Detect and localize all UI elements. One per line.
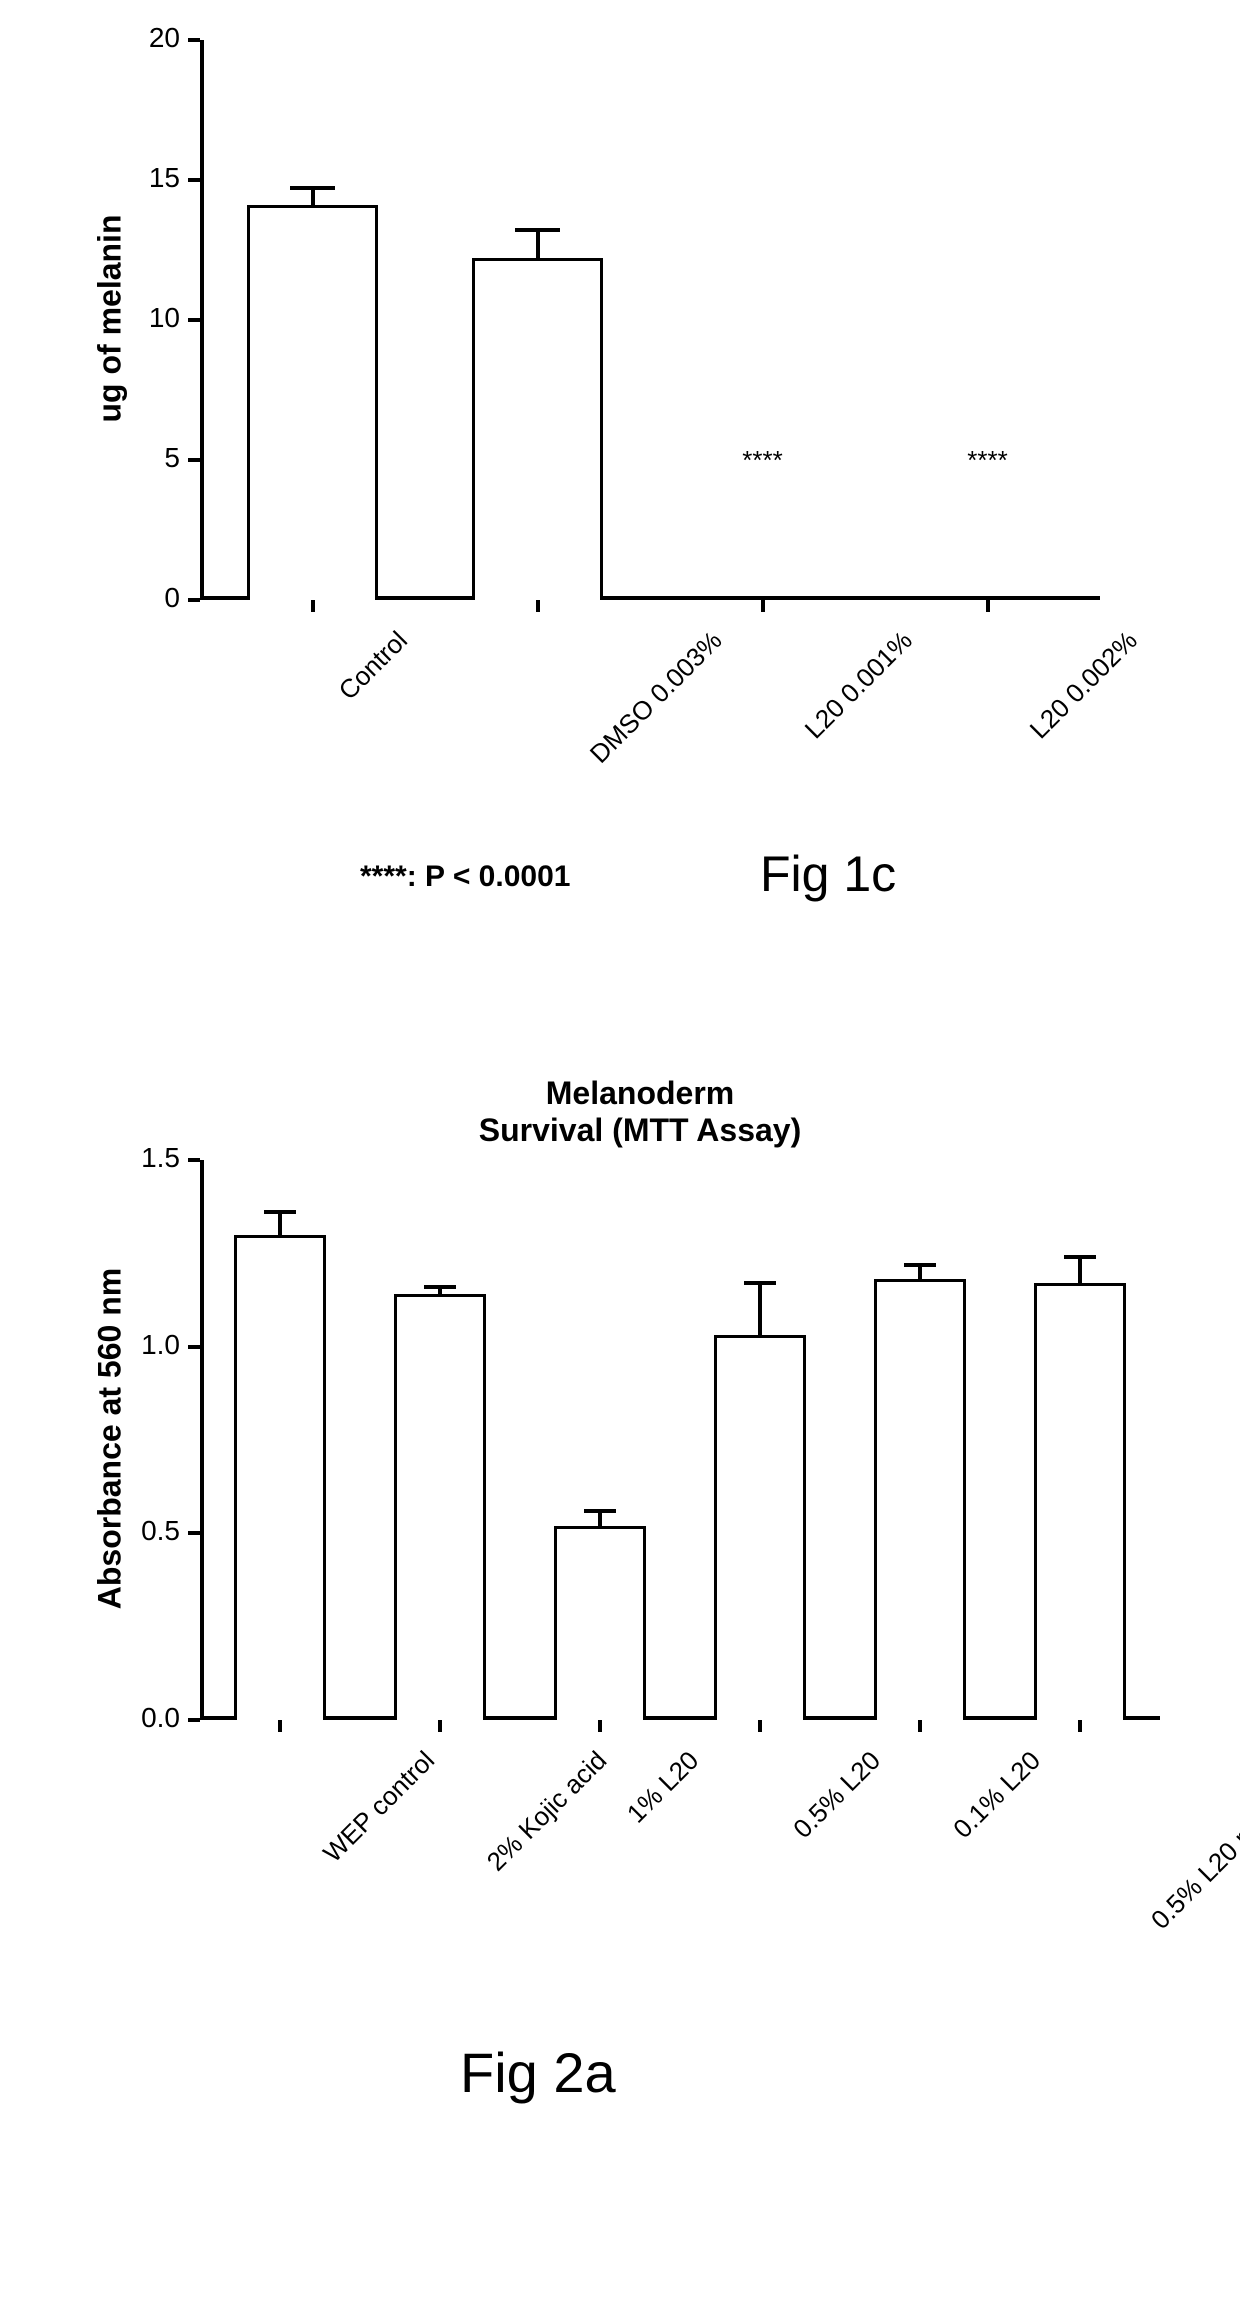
y-tick-label: 0.0 (120, 1702, 180, 1734)
y-tick-label: 15 (120, 162, 180, 194)
error-bar-stem (918, 1265, 922, 1280)
bar (247, 205, 378, 600)
error-bar-stem (1078, 1257, 1082, 1283)
fig-1c-label: Fig 1c (760, 845, 896, 903)
fig-2a-label: Fig 2a (460, 2040, 616, 2105)
bar (394, 1294, 487, 1720)
x-tick (1078, 1720, 1082, 1732)
error-bar-cap (290, 186, 336, 190)
x-tick (278, 1720, 282, 1732)
category-label: 0.1% L20 (947, 1745, 1047, 1845)
x-tick (438, 1720, 442, 1732)
significance-footnote: ****: P < 0.0001 (360, 860, 570, 894)
error-bar-cap (744, 1281, 776, 1285)
x-tick (986, 600, 990, 612)
x-tick (918, 1720, 922, 1732)
x-tick (536, 600, 540, 612)
category-label: 2% Kojic acid (481, 1745, 613, 1877)
x-axis-2a (200, 1716, 1160, 1720)
significance-marker: **** (967, 445, 1007, 476)
y-tick (188, 318, 200, 322)
error-bar-cap (584, 1509, 616, 1513)
chart-1c-plot (200, 40, 1100, 600)
bar (234, 1235, 327, 1720)
category-label: DMSO 0.003% (583, 625, 728, 770)
bar (714, 1335, 807, 1720)
y-axis-2a (200, 1160, 204, 1720)
y-tick (188, 178, 200, 182)
category-label: 0.5% L20 regression (1145, 1745, 1240, 1936)
y-tick-label: 0 (120, 582, 180, 614)
bar (874, 1279, 967, 1720)
error-bar-stem (758, 1283, 762, 1335)
bar (472, 258, 603, 600)
chart-2a-title-line2: Survival (MTT Assay) (360, 1112, 920, 1149)
error-bar-cap (904, 1263, 936, 1267)
y-tick-label: 20 (120, 22, 180, 54)
y-tick (188, 1345, 200, 1349)
category-label: 1% L20 (621, 1745, 705, 1829)
x-tick (761, 600, 765, 612)
category-label: 0.5% L20 (787, 1745, 887, 1845)
error-bar-stem (536, 230, 540, 258)
x-tick (598, 1720, 602, 1732)
bar (554, 1526, 647, 1720)
error-bar-cap (424, 1285, 456, 1289)
error-bar-stem (311, 188, 315, 205)
x-tick (311, 600, 315, 612)
chart-2a-title-line1: Melanoderm (360, 1075, 920, 1112)
error-bar-cap (264, 1210, 296, 1214)
y-tick (188, 598, 200, 602)
y-tick (188, 458, 200, 462)
y-tick (188, 1531, 200, 1535)
bar (1034, 1283, 1127, 1720)
category-label: L20 0.002% (1023, 625, 1143, 745)
y-tick-label: 5 (120, 442, 180, 474)
y-tick-label: 0.5 (120, 1515, 180, 1547)
y-tick-label: 10 (120, 302, 180, 334)
y-axis-1c (200, 40, 204, 600)
error-bar-cap (515, 228, 561, 232)
chart-2a-plot (200, 1160, 1160, 1720)
y-axis-title-2a: Absorbance at 560 nm (92, 1229, 129, 1649)
y-tick (188, 1718, 200, 1722)
error-bar-stem (278, 1212, 282, 1234)
category-label: WEP control (317, 1745, 441, 1869)
error-bar-stem (598, 1511, 602, 1526)
figure-2a: Melanoderm Survival (MTT Assay) Absorban… (0, 1040, 1240, 2306)
category-label: Control (332, 625, 413, 706)
figure-1c: ug of melanin ****: P < 0.0001 Fig 1c 05… (0, 0, 1240, 1040)
error-bar-cap (1064, 1255, 1096, 1259)
y-tick-label: 1.5 (120, 1142, 180, 1174)
significance-marker: **** (742, 445, 782, 476)
category-label: L20 0.001% (798, 625, 918, 745)
y-tick (188, 38, 200, 42)
y-tick-label: 1.0 (120, 1329, 180, 1361)
y-tick (188, 1158, 200, 1162)
x-tick (758, 1720, 762, 1732)
